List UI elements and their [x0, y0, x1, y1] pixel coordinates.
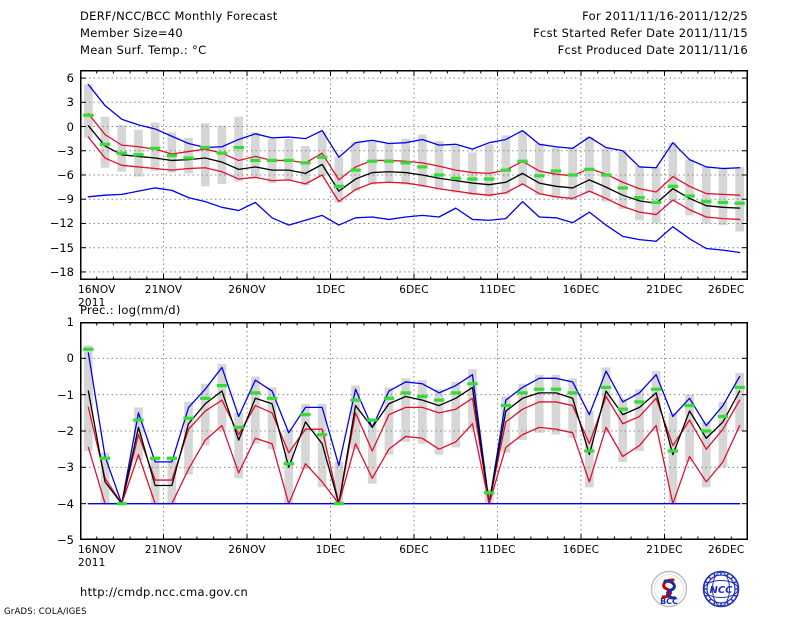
header-variable-label: Mean Surf. Temp.: °C: [80, 43, 207, 57]
mean-surface-temperature-plot-area: [80, 70, 748, 280]
x-axis-tick-label: 16NOV: [78, 544, 116, 556]
x-axis-tick-label: 6DEC: [399, 284, 429, 296]
median-markers: [83, 113, 745, 205]
y-axis-tick-label: −3: [57, 460, 74, 475]
footer-url[interactable]: http://cmdp.ncc.cma.gov.cn: [80, 585, 249, 599]
series-q1: [87, 136, 741, 221]
series-q3: [87, 112, 741, 196]
temperature-chart: 6 3 0 −3 −6 −9 −12 −15 −18 16NOV 21NOV 26NOV 1DEC 6DE…: [50, 70, 748, 309]
precipitation-log-plot-area: [80, 322, 748, 540]
x-axis-tick-label: 16DEC: [562, 284, 600, 296]
header-title: DERF/NCC/BCC Monthly Forecast: [80, 9, 278, 23]
footer-grads-credit: GrADS: COLA/IGES: [4, 607, 87, 617]
header-forecast-period: For 2011/11/16-2011/12/25: [582, 9, 748, 23]
header-left-block: DERF/NCC/BCC Monthly Forecast Member Siz…: [80, 8, 278, 59]
ncc-logo-icon: NCC: [702, 570, 740, 608]
y-axis-tick-label: 0: [66, 351, 74, 366]
series-max: [87, 352, 741, 505]
y-axis-tick-label: −9: [57, 192, 74, 207]
precipitation-chart: 1 0 −1 −2 −3 −4 −5 16NOV 21NOV 26NOV 1DEC 6DEC 11DEC…: [57, 315, 748, 569]
x-axis-tick-label: 11DEC: [479, 544, 516, 556]
median-markers: [83, 347, 745, 506]
svg-text:BCC: BCC: [660, 597, 678, 606]
gridlines: [80, 70, 748, 280]
series-mean: [87, 125, 741, 209]
header-produced-date: Fcst Produced Date 2011/11/16: [557, 43, 748, 57]
header-started-refer-date: Fcst Started Refer Date 2011/11/15: [533, 26, 748, 40]
precip-panel-label: Prec.: log(mm/d): [80, 303, 181, 317]
header-member-size: Member Size=40: [80, 26, 184, 40]
series-min: [87, 187, 741, 254]
x-axis-tick-label: 6DEC: [399, 544, 429, 556]
x-axis-tick-label: 11DEC: [479, 284, 516, 296]
header-right-block: For 2011/11/16-2011/12/25 Fcst Started R…: [533, 8, 748, 59]
x-axis-year-label: 2011: [78, 297, 106, 309]
y-axis-tick-label: −4: [57, 496, 74, 511]
x-axis-tick-label: 16DEC: [562, 544, 600, 556]
logo-group: BCC NCC: [646, 570, 750, 610]
y-axis-tick-label: −18: [49, 264, 74, 279]
x-axis-tick-label: 26NOV: [228, 284, 266, 296]
x-axis-tick-label: 21DEC: [646, 284, 683, 296]
x-axis-year-label: 2011: [78, 557, 106, 569]
x-axis-tick-label: 21DEC: [646, 544, 683, 556]
y-axis-tick-label: −6: [57, 168, 74, 182]
y-axis-tick-label: −3: [57, 143, 74, 158]
axis-ticks: [80, 70, 748, 280]
series-q1: [87, 423, 741, 505]
x-axis-tick-label: 26NOV: [228, 544, 266, 556]
y-axis-tick-label: 6: [66, 71, 74, 86]
y-axis-tick-label: 3: [66, 95, 74, 110]
series-mean: [87, 386, 741, 505]
y-axis-tick-label: −2: [57, 424, 74, 438]
y-axis-tick-label: 1: [66, 315, 74, 329]
y-axis-tick-label: 0: [66, 119, 74, 134]
y-axis-tick-label: −5: [57, 533, 74, 547]
svg-text:NCC: NCC: [709, 585, 733, 596]
series-max: [87, 83, 741, 170]
x-axis-tick-label: 16NOV: [78, 284, 116, 296]
y-axis-tick-label: −1: [57, 387, 74, 402]
y-axis-tick-label: −15: [49, 240, 74, 255]
bcc-logo-icon: BCC: [650, 570, 688, 608]
x-axis-tick-label: 21NOV: [144, 544, 183, 556]
x-axis-tick-label: 26DEC: [708, 544, 745, 556]
x-axis-tick-label: 1DEC: [315, 284, 346, 296]
y-axis-tick-label: −12: [49, 216, 74, 231]
x-axis-tick-label: 26DEC: [708, 284, 745, 296]
x-axis-tick-label: 1DEC: [315, 544, 346, 556]
series-q3: [87, 395, 741, 505]
x-axis-tick-label: 21NOV: [144, 284, 183, 296]
axis-ticks: [80, 322, 748, 540]
